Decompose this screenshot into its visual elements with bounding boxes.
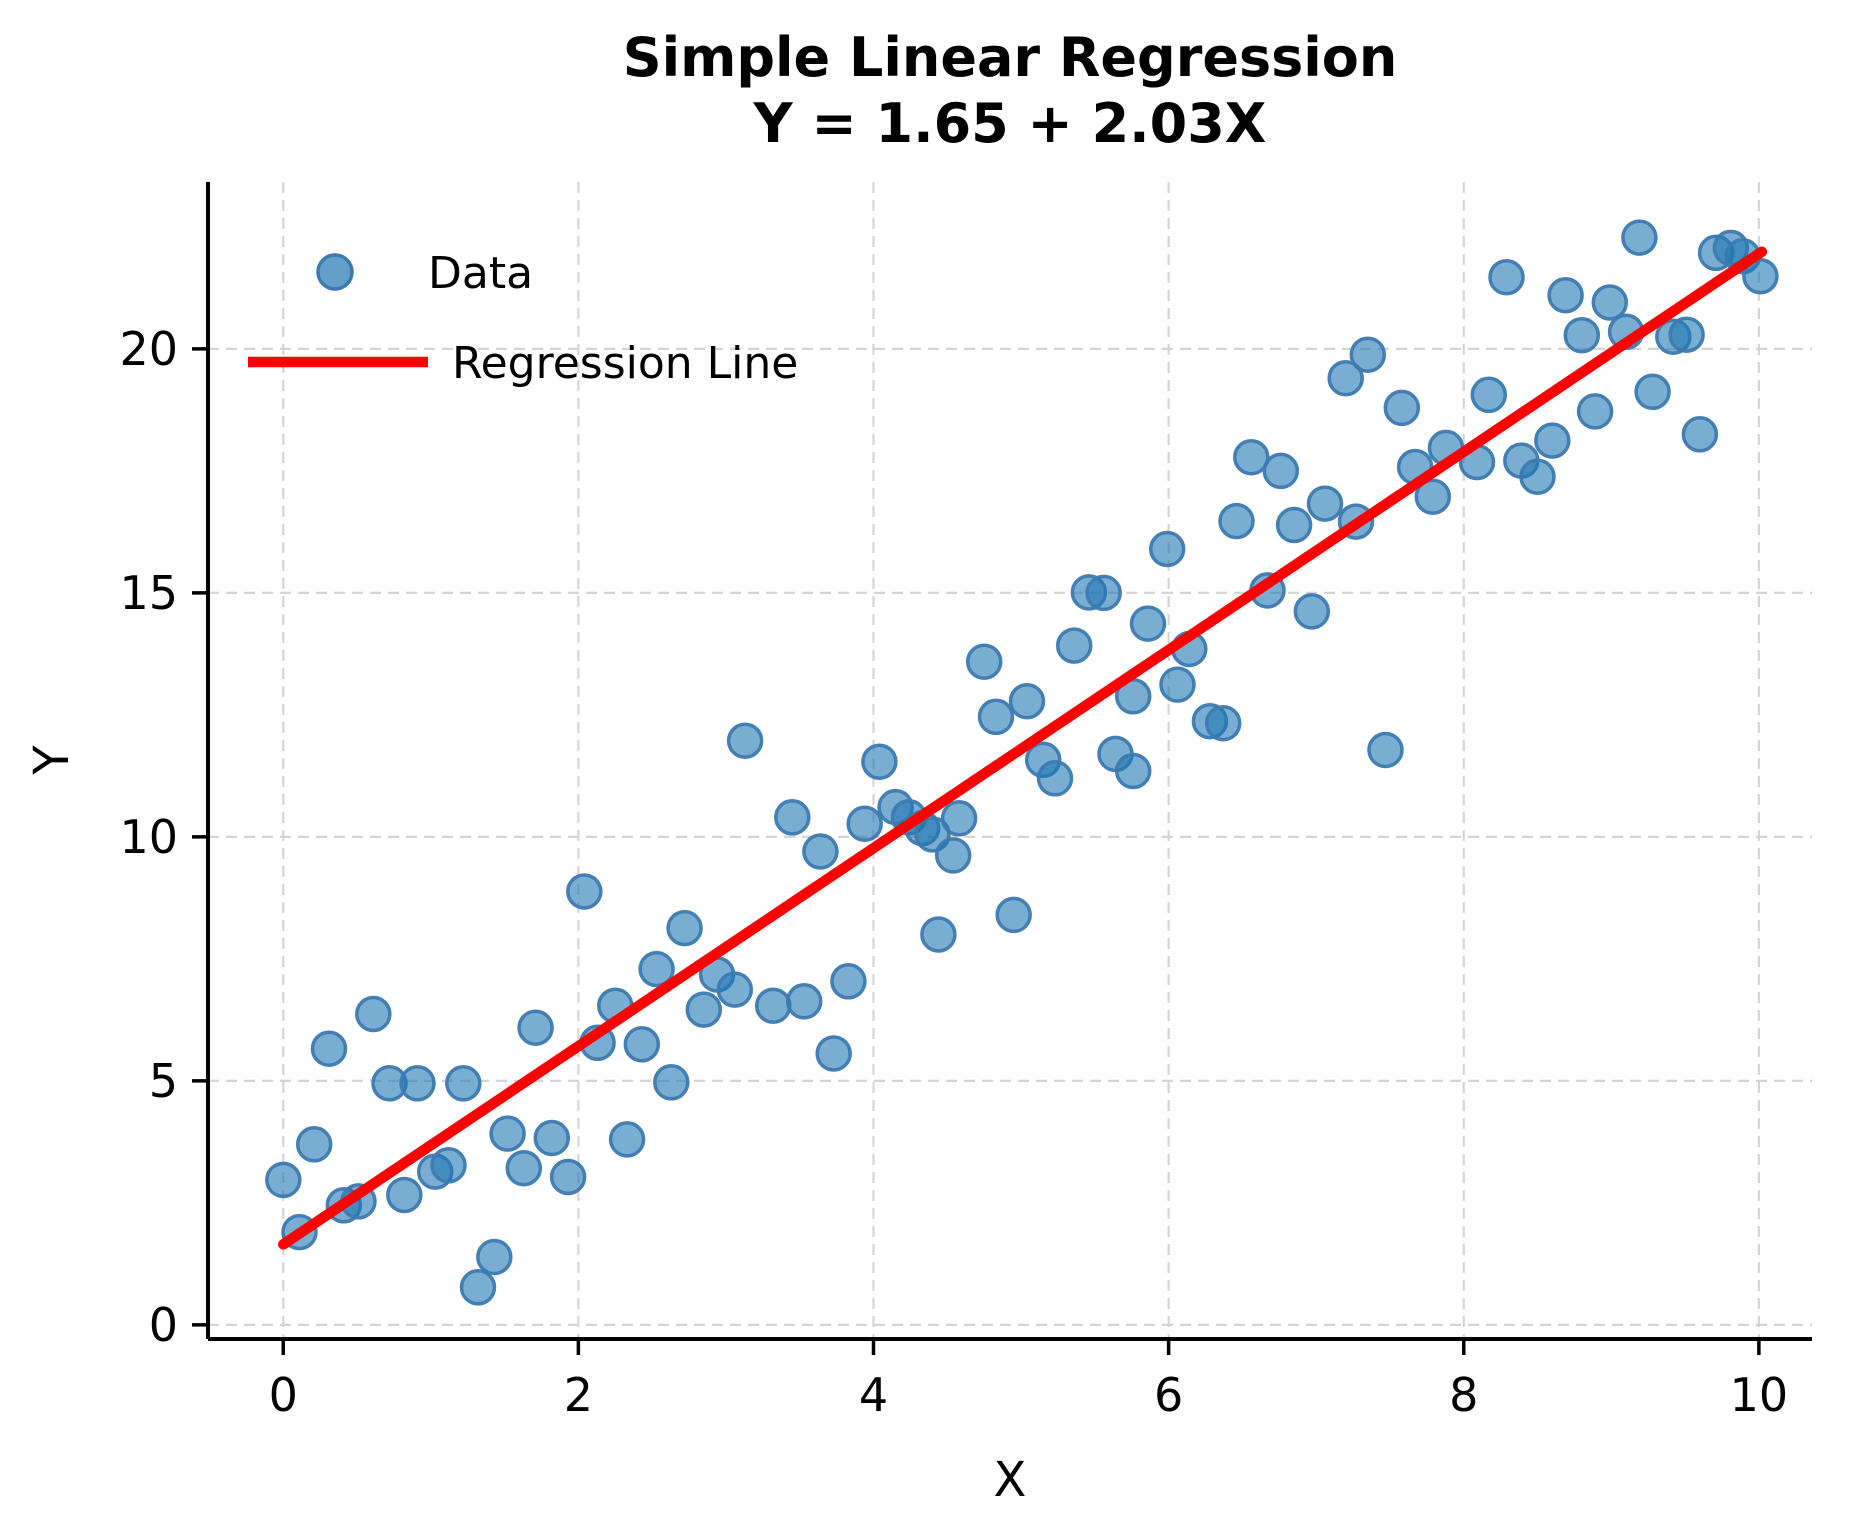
data-point <box>815 1035 852 1072</box>
data-point <box>399 1065 436 1102</box>
data-point <box>1488 258 1525 296</box>
data-point <box>1159 666 1196 703</box>
data-point <box>1470 376 1508 414</box>
data-point <box>1262 452 1300 490</box>
data-point <box>1148 530 1186 568</box>
data-point <box>920 916 957 953</box>
data-point <box>1008 682 1046 720</box>
axis-ticks <box>192 347 1761 1355</box>
data-point <box>566 873 603 910</box>
data-point <box>774 799 811 836</box>
data-point <box>1055 627 1093 664</box>
data-point <box>459 1269 497 1306</box>
data-point <box>995 896 1032 934</box>
chart-title: Simple Linear Regression <box>623 26 1398 89</box>
data-point <box>1293 593 1331 630</box>
data-point <box>965 643 1003 680</box>
x-tick-label: 0 <box>269 1368 298 1422</box>
chart-subtitle: Y = 1.65 + 2.03X <box>753 92 1267 155</box>
data-point <box>623 1026 661 1063</box>
x-tick-label: 4 <box>859 1368 888 1422</box>
data-point <box>638 950 675 988</box>
data-point <box>355 995 392 1033</box>
data-point <box>830 963 867 1000</box>
data-point <box>1414 478 1452 515</box>
x-tick-label: 10 <box>1730 1368 1789 1422</box>
data-point <box>1233 438 1270 476</box>
data-point <box>653 1064 690 1101</box>
legend-line-label: Regression Line <box>452 338 798 389</box>
data-point <box>846 805 883 842</box>
data-point <box>1349 336 1387 373</box>
data-point <box>754 987 792 1024</box>
legend: Data Regression Line <box>248 248 798 389</box>
data-point <box>1634 373 1671 411</box>
data-point <box>445 1065 482 1102</box>
data-point <box>310 1030 348 1067</box>
data-point <box>1306 485 1344 522</box>
data-point <box>1668 316 1705 353</box>
data-point <box>940 800 978 837</box>
legend-data-marker-icon <box>316 253 354 291</box>
y-tick-label: 0 <box>149 1298 178 1352</box>
data-point <box>1576 393 1614 430</box>
data-point <box>726 722 764 759</box>
data-point <box>785 983 823 1020</box>
data-point <box>685 991 723 1028</box>
x-tick-label: 2 <box>564 1368 593 1422</box>
data-point <box>716 971 754 1008</box>
data-point <box>861 743 898 780</box>
data-point <box>1218 502 1255 540</box>
data-point <box>1534 422 1571 459</box>
x-tick-label: 8 <box>1449 1368 1478 1422</box>
y-axis-label: Y <box>24 745 80 776</box>
data-point <box>489 1115 526 1152</box>
data-point <box>1036 760 1074 797</box>
data-point <box>1085 574 1122 612</box>
legend-data-label: Data <box>428 248 533 299</box>
y-tick-label: 10 <box>119 810 178 864</box>
data-point <box>934 837 972 874</box>
data-point <box>533 1119 571 1157</box>
data-point <box>1327 359 1364 397</box>
tick-labels: 0 2 4 6 8 10 0 5 10 15 20 <box>119 322 1788 1422</box>
y-tick-label: 15 <box>119 566 178 620</box>
data-point <box>802 833 839 870</box>
data-point <box>430 1147 467 1184</box>
data-point <box>1367 731 1404 769</box>
y-tick-label: 20 <box>119 322 178 376</box>
grid-lines <box>208 182 1812 1339</box>
data-point <box>1621 219 1658 256</box>
data-point <box>476 1238 513 1276</box>
y-tick-label: 5 <box>149 1054 178 1108</box>
data-point <box>1519 458 1556 495</box>
data-point <box>549 1158 587 1196</box>
data-point <box>386 1176 423 1214</box>
data-point <box>608 1121 646 1158</box>
data-point <box>1114 752 1152 790</box>
data-point <box>1563 316 1601 354</box>
data-point <box>977 698 1015 736</box>
data-point <box>666 909 703 947</box>
data-point <box>517 1009 554 1046</box>
data-point <box>1275 506 1313 544</box>
x-tick-label: 6 <box>1154 1368 1183 1422</box>
data-point <box>1547 276 1584 314</box>
data-point <box>295 1126 333 1163</box>
axes-spines <box>206 182 1812 1341</box>
x-axis-label: X <box>994 1452 1027 1508</box>
data-point <box>1129 605 1167 642</box>
data-point <box>505 1149 543 1187</box>
data-point <box>1204 704 1242 742</box>
regression-line <box>278 246 1768 1250</box>
data-point <box>265 1161 302 1199</box>
data-point <box>1591 284 1629 321</box>
data-point <box>1742 257 1779 295</box>
data-point <box>1681 416 1719 453</box>
data-point <box>1383 389 1421 427</box>
